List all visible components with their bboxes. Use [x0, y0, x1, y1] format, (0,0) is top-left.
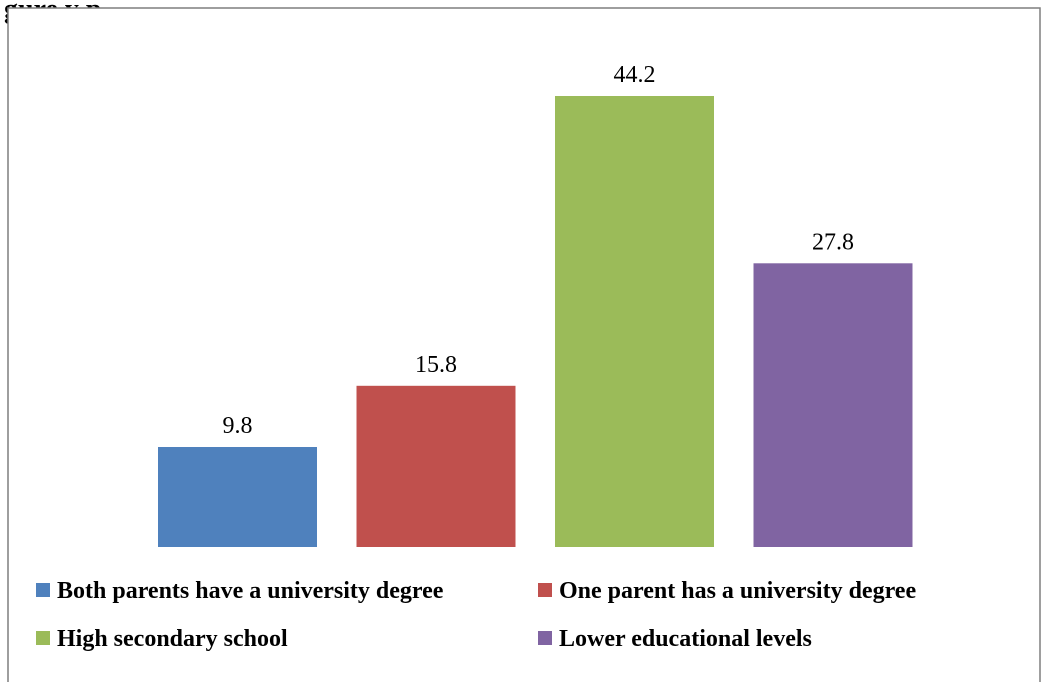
legend-label-1: Both parents have a university degree [57, 578, 444, 604]
legend-swatch-1 [36, 583, 50, 597]
value-label-2: 15.8 [415, 352, 457, 378]
legend-label-3: High secondary school [57, 626, 288, 652]
legend-swatch-3 [36, 631, 50, 645]
bar-4 [753, 263, 913, 547]
value-label-1: 9.8 [223, 413, 253, 439]
legend-swatch-4 [538, 631, 552, 645]
value-labels-group: 9.8 15.8 44.2 27.8 [223, 62, 855, 439]
bar-3 [555, 96, 714, 547]
bar-1 [158, 447, 317, 547]
value-label-4: 27.8 [812, 229, 854, 255]
legend-label-4: Lower educational levels [559, 626, 812, 652]
legend: Both parents have a university degree One… [36, 578, 916, 652]
legend-swatch-2 [538, 583, 552, 597]
bar-2 [356, 385, 516, 547]
legend-label-2: One parent has a university degree [559, 578, 916, 604]
bars-group [158, 96, 913, 547]
value-label-3: 44.2 [614, 62, 656, 88]
